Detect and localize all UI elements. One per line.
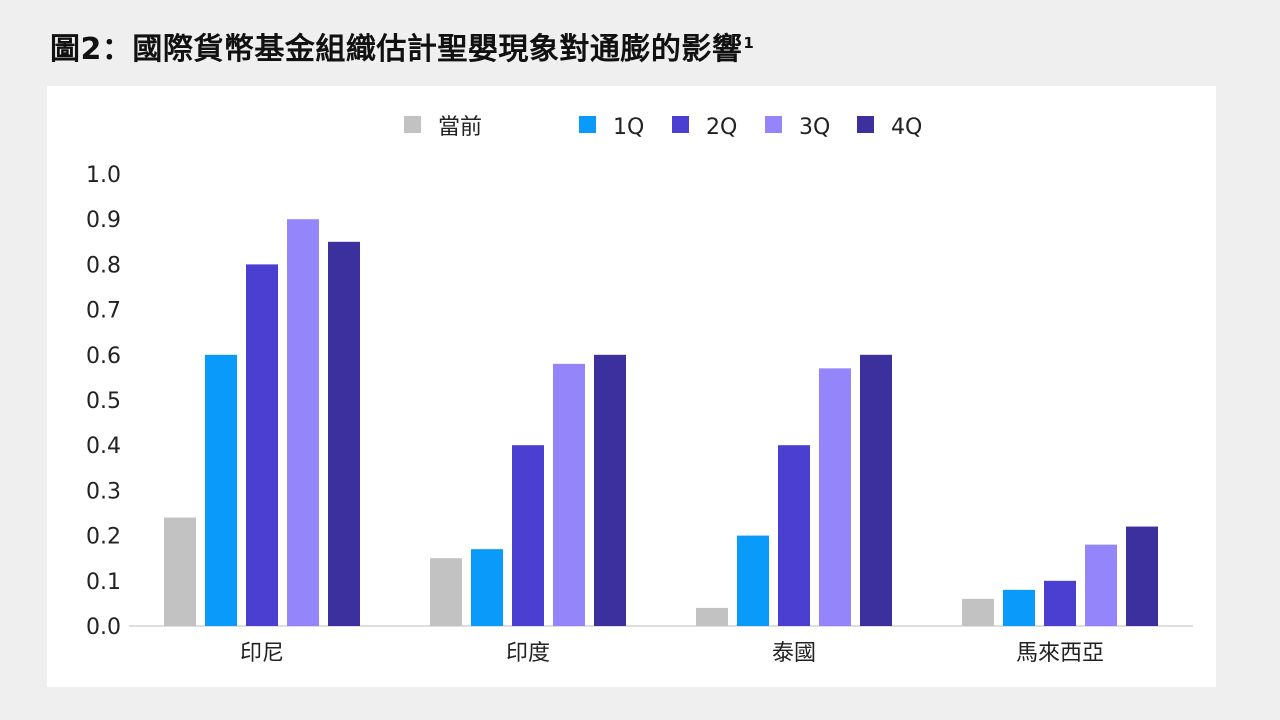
legend-label: 4Q [891,115,922,140]
x-category-label: 泰國 [772,641,816,666]
bar [164,517,196,626]
x-category-label: 馬來西亞 [1016,641,1104,666]
y-tick-label: 1.0 [86,163,121,188]
chart-panel: 0.0 0.1 0.2 0.3 0.4 0.5 0.6 0.7 0.8 0.9 1.0 印尼 印度 泰國 馬… [47,86,1216,687]
y-tick-label: 0.6 [86,344,121,369]
chart-title: 圖2：國際貨幣基金組織估計聖嬰現象對通膨的影響1 [50,24,754,68]
bar [737,535,769,626]
bar [1085,544,1117,626]
bar-chart: 0.0 0.1 0.2 0.3 0.4 0.5 0.6 0.7 0.8 0.9 1.0 印尼 印度 泰國 馬… [86,115,1193,666]
y-tick-label: 0.2 [86,525,121,550]
bar [430,558,462,626]
x-category-label: 印尼 [240,641,284,666]
legend-label: 3Q [799,115,830,140]
legend-swatch [579,116,596,133]
y-tick-label: 0.4 [86,434,121,459]
bar [287,219,319,626]
bar [696,607,728,626]
legend-swatch [672,116,689,133]
title-footnote-marker: 1 [743,34,755,52]
bar [1044,580,1076,626]
y-tick-label: 0.3 [86,479,121,504]
chart-title-text: 圖2：國際貨幣基金組織估計聖嬰現象對通膨的影響 [50,32,743,67]
bar [471,549,503,626]
y-tick-label: 0.7 [86,299,121,324]
y-tick-label: 0.8 [86,253,121,278]
bar [860,354,892,626]
bar [1003,589,1035,626]
legend-label: 2Q [706,115,737,140]
legend-label: 1Q [613,115,644,140]
bar [819,368,851,626]
bar [1126,526,1158,626]
bar [778,445,810,626]
y-tick-label: 0.5 [86,389,121,414]
bar [553,363,585,626]
legend-label: 當前 [438,115,482,140]
legend-swatch [765,116,782,133]
bar [962,598,994,626]
bar [594,354,626,626]
y-tick-label: 0.9 [86,208,121,233]
x-category-label: 印度 [506,641,550,666]
y-tick-label: 0.1 [86,570,121,595]
legend-swatch [404,116,421,133]
y-tick-label: 0.0 [86,615,121,640]
legend-swatch [857,116,874,133]
bar [328,241,360,627]
bar [246,264,278,626]
bar [205,354,237,626]
bar [512,445,544,626]
